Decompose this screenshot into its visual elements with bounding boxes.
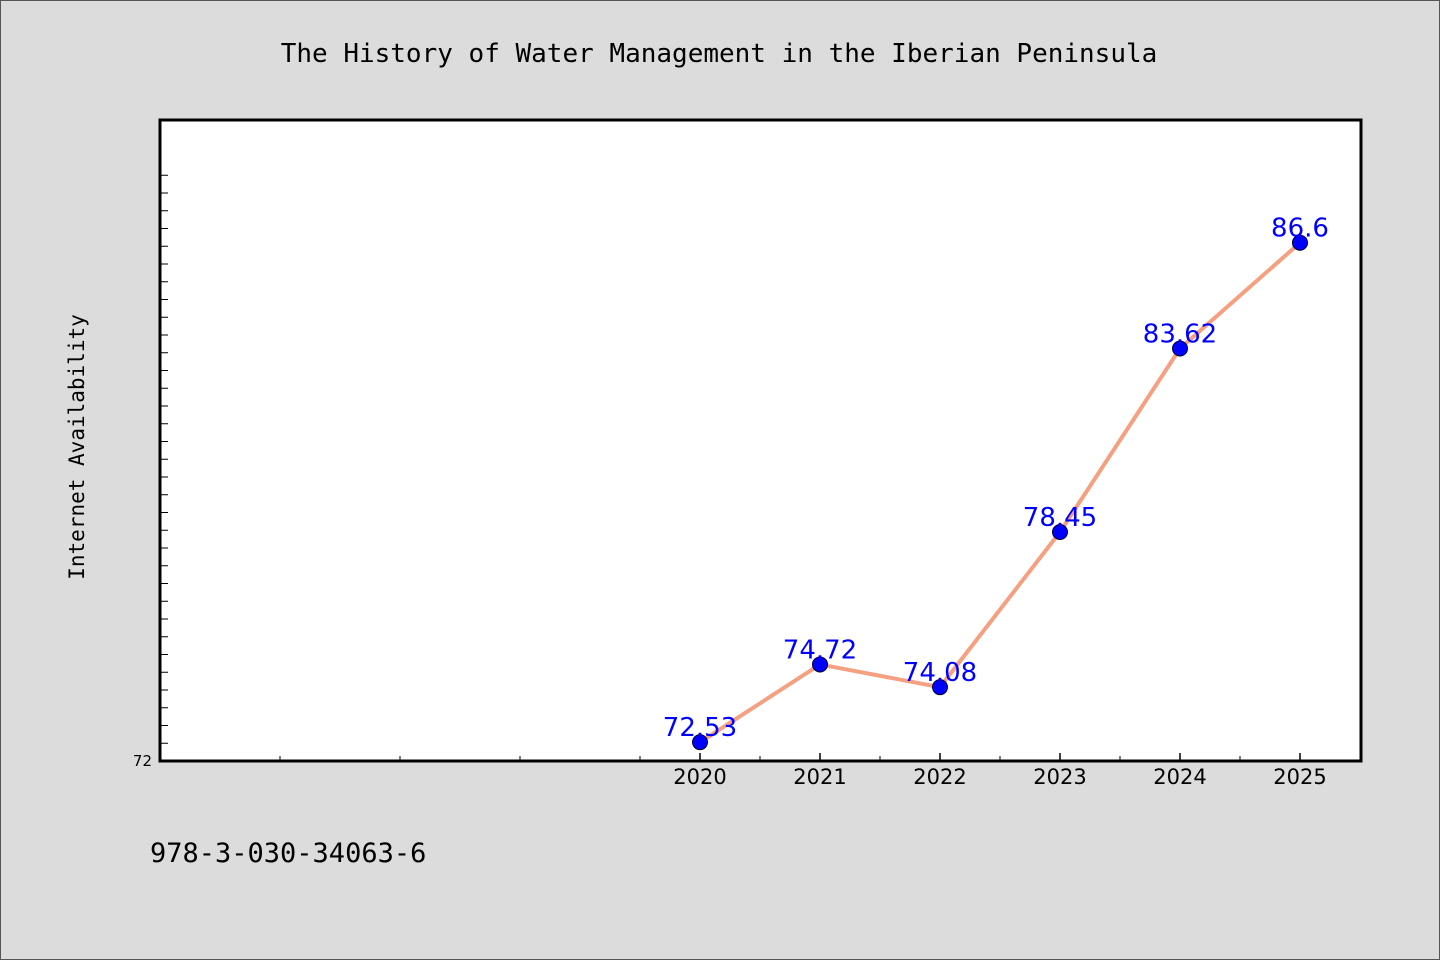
chart-title: The History of Water Management in the I… [281, 39, 1158, 69]
y-minor-ticks [160, 174, 168, 744]
data-label: 78.45 [1023, 503, 1097, 533]
data-point [1052, 524, 1068, 541]
x-tick-label: 2024 [1153, 765, 1206, 789]
x-tick-label: 2021 [793, 765, 846, 789]
data-label: 74.72 [783, 635, 857, 665]
data-label: 72.53 [663, 713, 737, 743]
x-minor-ticks [279, 756, 1361, 761]
plot-area [158, 118, 1363, 763]
y-ticks: 72 [133, 752, 152, 770]
data-label: 74.08 [903, 658, 977, 688]
data-point [1172, 340, 1188, 357]
series-line [698, 240, 1302, 745]
data-point [812, 656, 828, 673]
y-tick-label: 72 [133, 752, 152, 770]
x-tick-label: 2023 [1033, 765, 1086, 789]
data-labels: 72.53 74.72 74.08 78.45 83.62 86.6 [663, 214, 1329, 743]
isbn-footer: 978-3-030-34063-6 [150, 838, 426, 869]
x-tick-label: 2020 [673, 765, 726, 789]
data-markers [692, 234, 1308, 751]
x-tick-label: 2025 [1273, 765, 1326, 789]
data-label: 83.62 [1143, 319, 1217, 349]
data-point [692, 734, 708, 751]
x-tick-label: 2022 [913, 765, 966, 789]
data-point [932, 679, 948, 696]
x-ticks: 2020 2021 2022 2023 2024 2025 [673, 753, 1327, 789]
data-label: 86.6 [1271, 214, 1329, 244]
data-point [1292, 234, 1308, 251]
y-axis-label: Internet Availability [65, 314, 89, 580]
